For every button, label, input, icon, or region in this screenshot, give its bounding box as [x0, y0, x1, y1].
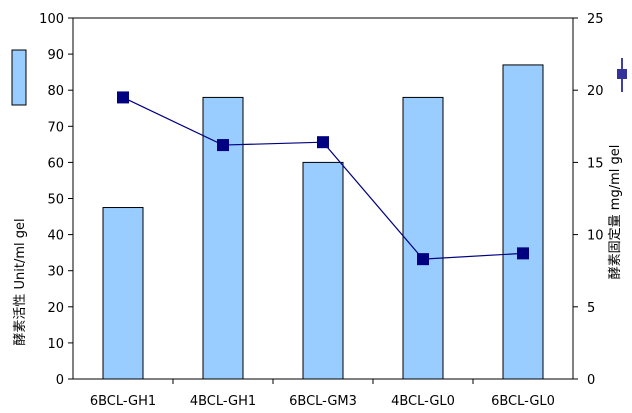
bar	[502, 64, 544, 380]
line-point	[117, 91, 129, 104]
line-point	[417, 253, 429, 266]
category-label: 4BCL-GL0	[391, 394, 455, 409]
right-tick-label: 10	[587, 229, 604, 244]
line-series	[117, 91, 529, 266]
category-label: 6BCL-GH1	[90, 394, 156, 409]
category-label: 6BCL-GM3	[289, 394, 357, 409]
left-axis-label: 酵素活性 Unit/ml gel	[13, 218, 28, 345]
category-label: 6BCL-GL0	[491, 394, 555, 409]
right-tick-label: 0	[587, 373, 595, 388]
left-tick-label: 90	[47, 48, 64, 63]
line-legend-marker	[617, 58, 627, 92]
bar-series	[102, 64, 544, 380]
bar	[102, 207, 144, 380]
bar-legend-swatch	[11, 49, 27, 106]
left-tick-label: 0	[56, 373, 64, 388]
left-tick-label: 20	[47, 301, 64, 316]
bar	[402, 96, 444, 380]
left-tick-label: 10	[47, 337, 64, 352]
right-tick-label: 5	[587, 301, 595, 316]
left-tick-label: 40	[47, 229, 64, 244]
category-labels: 6BCL-GH1 4BCL-GH1 6BCL-GM3 4BCL-GL0 6BCL-GL0	[90, 379, 555, 409]
line-point	[317, 136, 329, 149]
right-tick-label: 25	[587, 12, 604, 27]
right-axis-ticks: 0 5 10 15 20 25	[573, 12, 604, 388]
left-tick-label: 50	[47, 193, 64, 208]
bar	[302, 161, 344, 380]
left-axis-ticks: 0 10 20 30 40 50 60 70 80 90 100	[39, 12, 73, 388]
left-tick-label: 60	[47, 156, 64, 171]
line-point	[217, 139, 229, 152]
left-tick-label: 80	[47, 84, 64, 99]
right-tick-label: 15	[587, 156, 604, 171]
left-tick-label: 100	[39, 12, 64, 27]
right-axis-label: 酵素固定量 mg/ml gel	[608, 145, 623, 280]
left-tick-label: 30	[47, 265, 64, 280]
right-tick-label: 20	[587, 84, 604, 99]
line-point	[517, 247, 529, 260]
left-tick-label: 70	[47, 120, 64, 135]
category-label: 4BCL-GH1	[190, 394, 256, 409]
